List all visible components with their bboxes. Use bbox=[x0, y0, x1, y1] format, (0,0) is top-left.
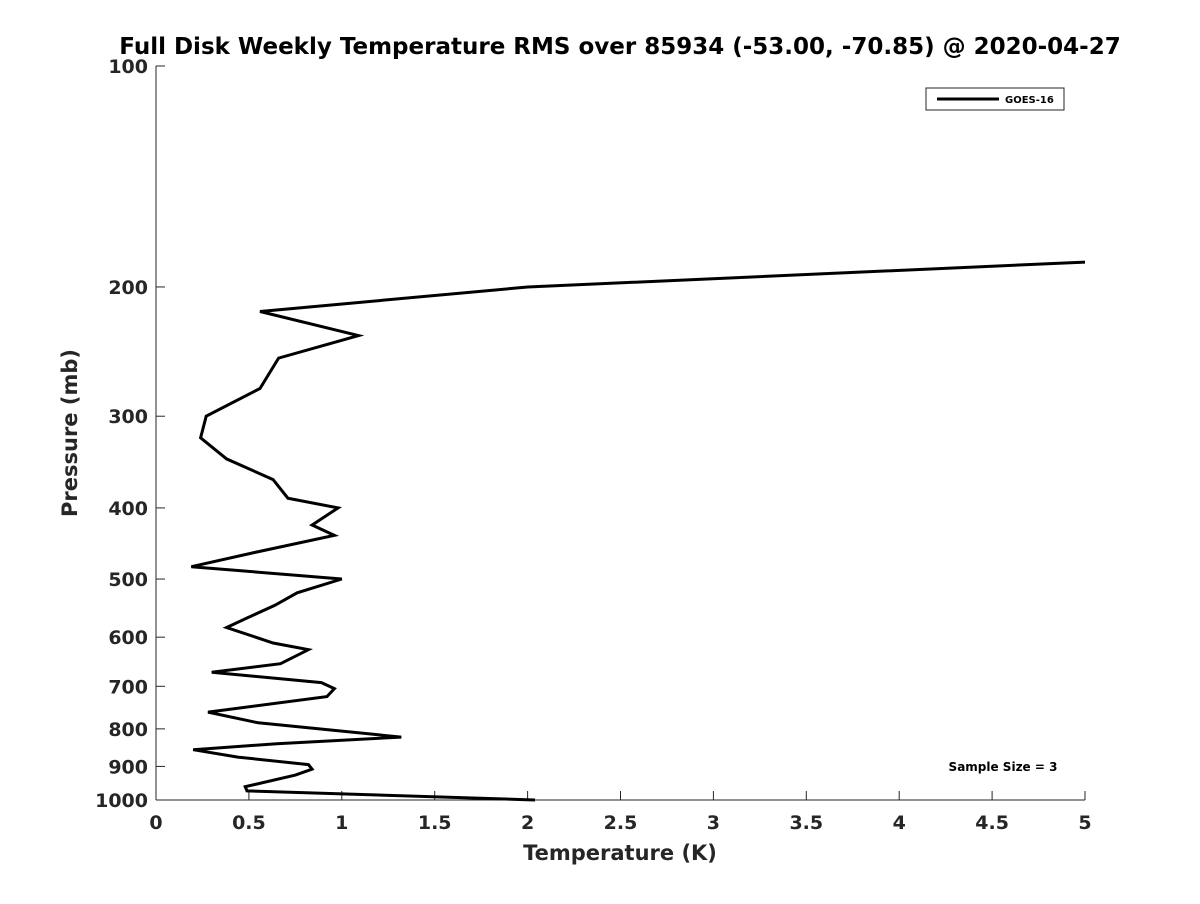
series-line-goes-16 bbox=[190, 260, 1086, 802]
legend-label-goes-16: GOES-16 bbox=[1005, 95, 1054, 106]
y-tick-label: 700 bbox=[108, 676, 148, 698]
y-tick-label: 500 bbox=[108, 569, 148, 591]
y-tick-label: 200 bbox=[108, 277, 148, 299]
x-tick-label: 2 bbox=[521, 812, 534, 834]
x-tick-label: 0.5 bbox=[232, 812, 266, 834]
x-tick-label: 1.5 bbox=[418, 812, 452, 834]
legend: GOES-16 bbox=[925, 87, 1065, 111]
y-tick-label: 900 bbox=[108, 756, 148, 778]
x-ticks: 0 0.5 1 1.5 2 2.5 3 3.5 4 4.5 5 bbox=[149, 791, 1092, 834]
x-tick-label: 1 bbox=[335, 812, 348, 834]
y-tick-label: 800 bbox=[108, 719, 148, 741]
x-axis-title: Temperature (K) bbox=[523, 841, 717, 865]
y-axis-title: Pressure (mb) bbox=[58, 349, 82, 517]
x-tick-label: 4.5 bbox=[975, 812, 1009, 834]
x-tick-label: 2.5 bbox=[604, 812, 638, 834]
x-tick-label: 3 bbox=[707, 812, 720, 834]
sample-size-annotation: Sample Size = 3 bbox=[949, 760, 1058, 774]
chart-title: Full Disk Weekly Temperature RMS over 85… bbox=[119, 34, 1121, 60]
x-tick-label: 0 bbox=[149, 812, 162, 834]
y-tick-label: 300 bbox=[108, 406, 148, 428]
series-group bbox=[190, 260, 1086, 802]
x-tick-label: 4 bbox=[893, 812, 906, 834]
y-tick-label: 400 bbox=[108, 498, 148, 520]
x-tick-label: 3.5 bbox=[789, 812, 823, 834]
y-ticks: 100 200 300 400 500 600 700 800 900 1000 bbox=[95, 56, 165, 812]
y-tick-label: 1000 bbox=[95, 790, 148, 812]
y-tick-label: 600 bbox=[108, 627, 148, 649]
x-tick-label: 5 bbox=[1078, 812, 1091, 834]
y-tick-label: 100 bbox=[108, 56, 148, 78]
